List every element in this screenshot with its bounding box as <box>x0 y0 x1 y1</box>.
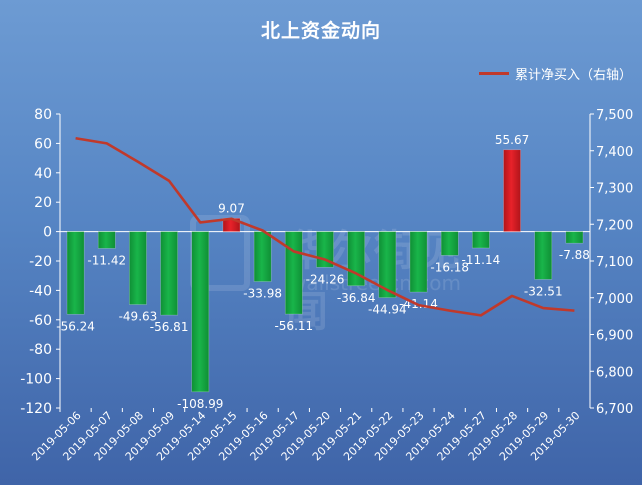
bar <box>565 231 584 244</box>
left-tick-label: 0 <box>43 225 52 241</box>
left-tick-label: 80 <box>34 107 52 123</box>
right-tick-label: 7,200 <box>596 218 633 233</box>
data-label: -11.14 <box>462 253 501 267</box>
data-label: 55.67 <box>495 133 529 147</box>
left-tick-label: -100 <box>20 372 52 388</box>
data-label: -16.18 <box>430 260 469 274</box>
left-tick-label: 40 <box>34 166 52 182</box>
data-label: -56.24 <box>56 319 95 333</box>
bar <box>409 231 428 293</box>
chart-title: 北上资金动向 <box>260 20 381 42</box>
left-tick-label: -120 <box>20 401 52 417</box>
right-tick-label: 6,800 <box>596 365 633 380</box>
legend-line-label: 累计净买入（右轴） <box>514 68 632 83</box>
data-label: -32.51 <box>524 284 563 298</box>
right-tick-label: 6,900 <box>596 329 633 344</box>
legend-line-swatch <box>478 72 509 75</box>
cumulative-line <box>75 136 575 317</box>
left-tick-label: -80 <box>29 342 52 358</box>
bar <box>253 231 272 282</box>
data-label: -44.94 <box>368 303 407 317</box>
left-tick-label: 20 <box>34 195 52 211</box>
data-label: -56.81 <box>150 320 189 334</box>
right-tick-label: 6,700 <box>596 402 633 417</box>
bar <box>472 231 490 249</box>
data-label: -11.42 <box>87 253 126 267</box>
bar <box>66 231 85 315</box>
left-tick-label: -40 <box>29 283 52 299</box>
data-label: -56.11 <box>274 319 313 333</box>
right-tick-label: 7,400 <box>596 145 633 160</box>
bar <box>97 231 116 249</box>
legend: 累计净买入（右轴） <box>478 64 632 83</box>
bar <box>191 231 210 393</box>
bar <box>534 231 553 280</box>
bar <box>503 149 521 232</box>
bar <box>284 231 303 315</box>
bar <box>160 231 178 316</box>
left-tick-label: 60 <box>34 136 52 152</box>
left-tick-label: -20 <box>29 254 52 270</box>
right-tick-label: 7,500 <box>596 108 633 123</box>
data-label: -49.63 <box>119 310 158 324</box>
data-label: -108.99 <box>177 397 223 411</box>
data-label: -24.26 <box>306 272 345 286</box>
bar <box>129 231 147 305</box>
bar <box>440 231 459 256</box>
right-tick-label: 7,000 <box>596 292 633 307</box>
right-tick-label: 7,100 <box>596 255 633 270</box>
data-label: -7.88 <box>559 248 590 262</box>
left-tick-label: -60 <box>29 313 52 329</box>
data-label: 9.07 <box>218 201 245 215</box>
bar <box>378 231 397 298</box>
right-tick-label: 7,300 <box>596 182 633 197</box>
data-label: -36.84 <box>337 291 376 305</box>
data-label: -33.98 <box>243 287 282 301</box>
